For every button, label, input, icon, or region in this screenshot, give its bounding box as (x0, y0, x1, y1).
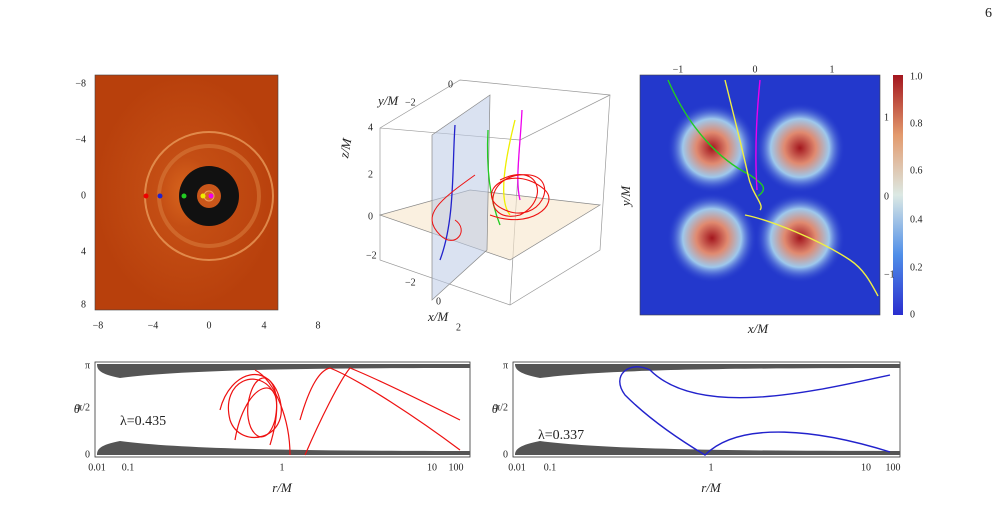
marker (200, 193, 206, 199)
y-tick: 0 (503, 449, 508, 460)
x-tick: 0.1 (122, 462, 135, 473)
x-tick: 4 (262, 320, 267, 331)
axis-label: r/M (272, 480, 293, 495)
tick: −2 (405, 277, 416, 288)
tick: 4 (368, 122, 373, 133)
axis-label: θ (492, 401, 499, 416)
x-tick: 100 (449, 462, 464, 473)
colorbar-tick: 0.2 (910, 262, 923, 273)
axis-label: θ (74, 401, 81, 416)
y-tick: π (503, 360, 508, 371)
x-tick: 0 (207, 320, 212, 331)
marker (181, 193, 187, 199)
y-tick: −4 (75, 134, 86, 145)
x-tick: 8 (316, 320, 321, 331)
x-tick: −8 (93, 320, 104, 331)
y-tick: π/2 (77, 402, 90, 413)
x-tick: −4 (148, 320, 159, 331)
y-tick: 0 (85, 449, 90, 460)
y-tick: 1 (884, 112, 889, 123)
x-tick: −1 (673, 64, 684, 75)
tick: 2 (368, 169, 373, 180)
panel-b: y/M 0 −2 4 2 z/M 0 −2 −2 0 2 x/M (336, 79, 611, 333)
y-tick: 0 (81, 190, 86, 201)
axis-label: y/M (618, 185, 633, 208)
colorbar-tick: 1.0 (910, 71, 923, 82)
y-tick: 0 (884, 191, 889, 202)
tick: 2 (456, 322, 461, 333)
x-tick: 1 (709, 462, 714, 473)
x-tick: 0.1 (544, 462, 557, 473)
y-tick: π/2 (495, 402, 508, 413)
tick: 0 (368, 211, 373, 222)
x-tick: 1 (830, 64, 835, 75)
panel-d: θ π π/2 0 λ=0.435 0.01 0.1 1 10 100 r/M (74, 360, 471, 495)
page-number: 6 (985, 6, 992, 21)
x-tick: 100 (886, 462, 901, 473)
tick: −2 (405, 97, 416, 108)
annotation: λ=0.337 (538, 428, 584, 443)
marker (157, 193, 163, 199)
y-tick: 8 (81, 299, 86, 310)
panel-e: θ π π/2 0 λ=0.337 0.01 0.1 1 10 100 r/M (492, 360, 901, 495)
axis-label: x/M (427, 309, 449, 324)
axis-label: x/M (747, 321, 769, 336)
panel-c: −1 0 1 1 0 −1 y/M x/M 1.0 0.8 0.6 0.4 0.… (618, 64, 923, 336)
marker (208, 193, 214, 199)
x-tick: 10 (861, 462, 871, 473)
axis-label: z/M (336, 136, 355, 160)
tick: 0 (436, 296, 441, 307)
y-tick: −1 (884, 269, 895, 280)
colorbar-tick: 0 (910, 309, 915, 320)
colorbar-tick: 0.4 (910, 214, 923, 225)
y-tick: 4 (81, 246, 86, 257)
colorbar-tick: 0.6 (910, 165, 923, 176)
x-tick: 0.01 (508, 462, 526, 473)
colorbar-tick: 0.8 (910, 118, 923, 129)
tick: −2 (366, 250, 377, 261)
panel-a: −8 −4 0 4 8 −8 −4 0 4 8 (75, 74, 321, 331)
tick: 0 (448, 79, 453, 90)
annotation: λ=0.435 (120, 414, 166, 429)
x-tick: 10 (427, 462, 437, 473)
x-tick: 0.01 (88, 462, 106, 473)
axis-label: y/M (376, 93, 399, 108)
y-tick: π (85, 360, 90, 371)
marker (143, 193, 149, 199)
axis-label: r/M (701, 480, 722, 495)
x-tick: 1 (280, 462, 285, 473)
x-tick: 0 (753, 64, 758, 75)
y-tick: −8 (75, 78, 86, 89)
